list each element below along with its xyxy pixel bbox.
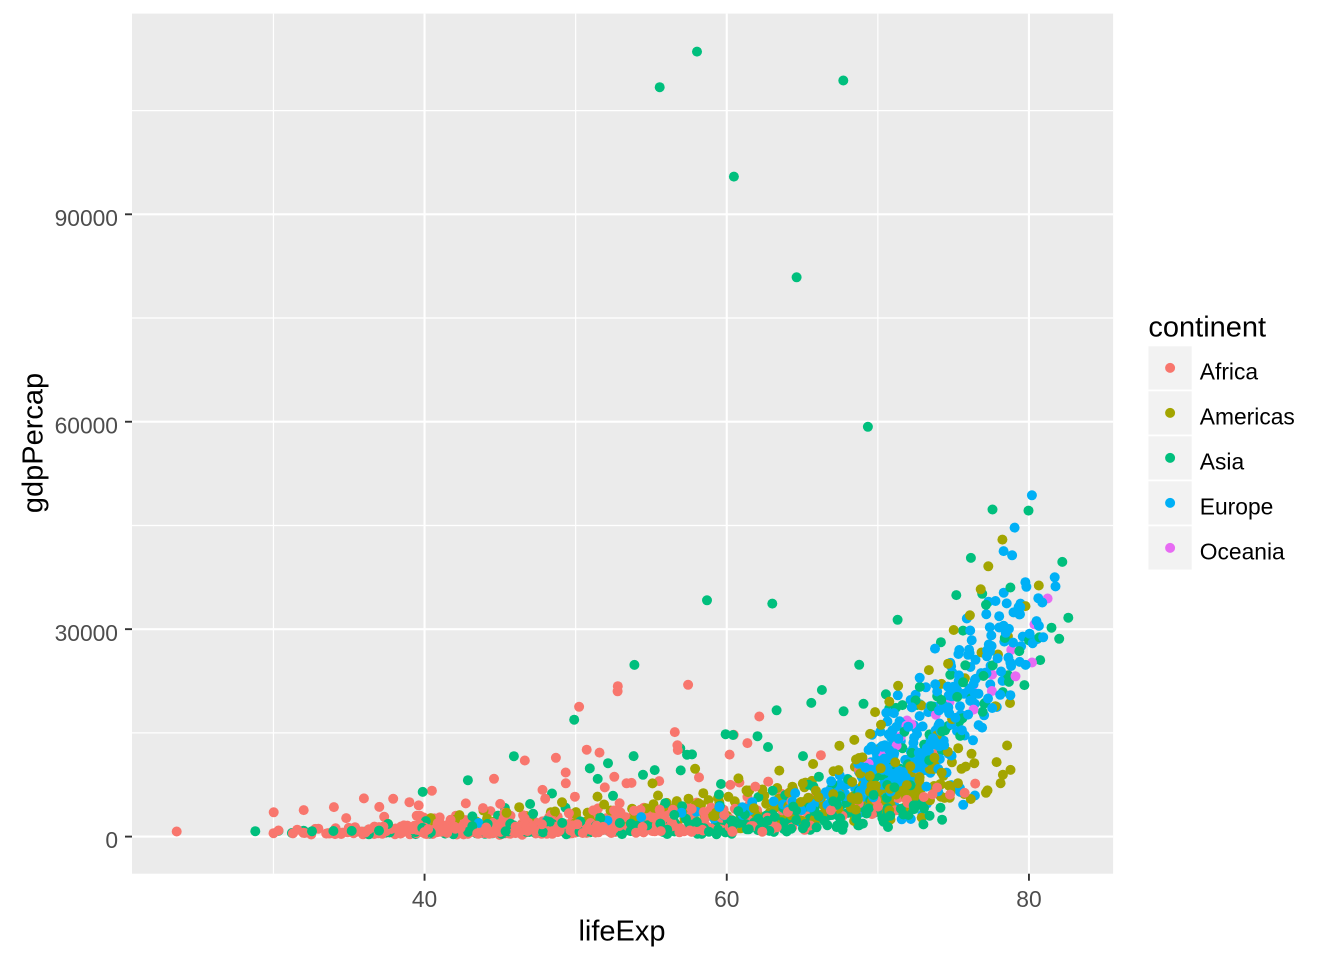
svg-text:Oceania: Oceania xyxy=(1200,539,1285,565)
svg-text:Africa: Africa xyxy=(1200,359,1259,385)
svg-text:60: 60 xyxy=(714,886,739,912)
svg-text:80: 80 xyxy=(1016,886,1041,912)
svg-text:Asia: Asia xyxy=(1200,449,1245,475)
svg-text:30000: 30000 xyxy=(55,620,118,646)
svg-text:0: 0 xyxy=(105,827,118,853)
svg-text:40: 40 xyxy=(412,886,437,912)
svg-text:Europe: Europe xyxy=(1200,494,1274,520)
svg-text:60000: 60000 xyxy=(55,412,118,438)
svg-text:90000: 90000 xyxy=(55,205,118,231)
svg-text:gdpPercap: gdpPercap xyxy=(18,373,50,513)
svg-text:Americas: Americas xyxy=(1200,404,1295,430)
svg-text:continent: continent xyxy=(1148,312,1266,344)
svg-text:lifeExp: lifeExp xyxy=(578,916,665,948)
